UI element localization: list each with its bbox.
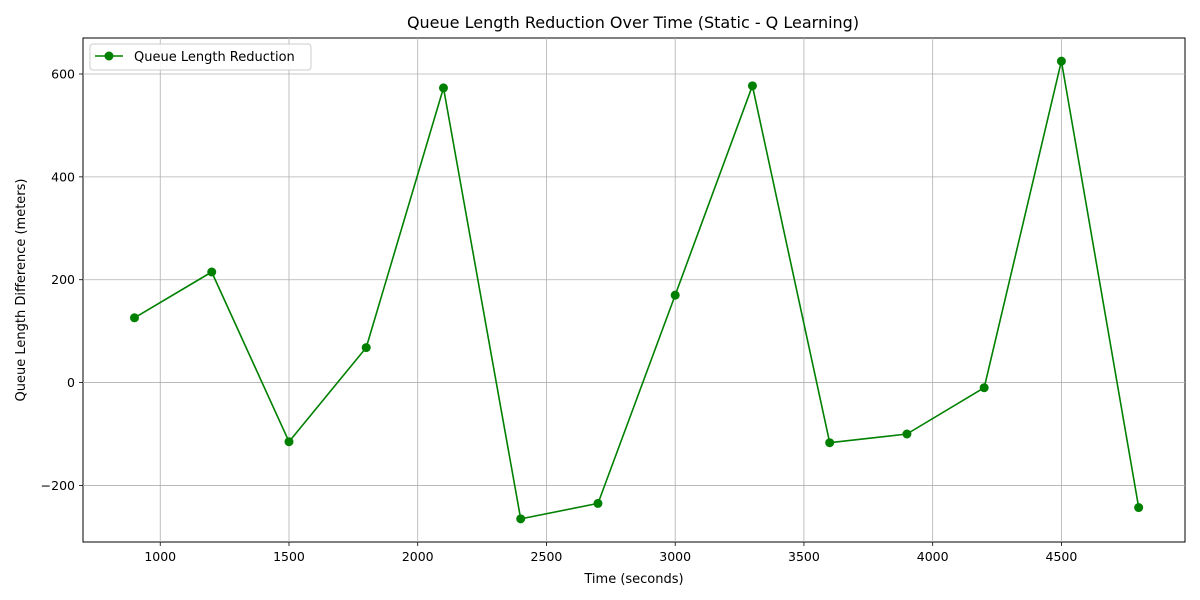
y-tick-label: 200 bbox=[51, 272, 75, 287]
data-point bbox=[979, 383, 989, 393]
legend-marker-swatch bbox=[104, 51, 114, 61]
x-tick-label: 3000 bbox=[659, 549, 691, 564]
legend-box bbox=[89, 43, 312, 71]
x-axis-label: Time (seconds) bbox=[583, 572, 683, 587]
series-layer bbox=[129, 56, 1144, 524]
data-point bbox=[516, 514, 526, 524]
series-line bbox=[134, 60, 1140, 520]
x-tick-label: 2500 bbox=[531, 549, 563, 564]
legend-entry-queue-length-reduction: Queue Length Reduction bbox=[134, 50, 295, 65]
x-tick-label: 1500 bbox=[273, 549, 305, 564]
data-point bbox=[747, 81, 757, 91]
x-tick-label: 3500 bbox=[788, 549, 820, 564]
y-tick-label: 600 bbox=[51, 67, 75, 82]
chart-title: Queue Length Reduction Over Time (Static… bbox=[407, 13, 859, 32]
data-point bbox=[284, 437, 294, 447]
grid bbox=[83, 38, 1185, 542]
data-point bbox=[593, 498, 603, 508]
y-axis-ticks: −200 0 200 400 600 bbox=[41, 67, 83, 493]
x-tick-label: 4500 bbox=[1046, 549, 1078, 564]
x-axis-ticks: 1000 1500 2000 2500 3000 3500 4000 4500 bbox=[144, 542, 1077, 564]
legend: Queue Length Reduction bbox=[89, 43, 312, 71]
data-point bbox=[207, 267, 217, 277]
y-tick-label: −200 bbox=[41, 478, 75, 493]
plot-area bbox=[82, 37, 1186, 543]
data-point bbox=[129, 313, 139, 323]
data-point bbox=[670, 290, 680, 300]
x-tick-label: 2000 bbox=[402, 549, 434, 564]
y-axis-label: Queue Length Difference (meters) bbox=[14, 179, 29, 402]
y-tick-label: 400 bbox=[51, 169, 75, 184]
x-tick-label: 1000 bbox=[144, 549, 176, 564]
data-point bbox=[825, 438, 835, 448]
y-tick-label: 0 bbox=[67, 375, 75, 390]
x-tick-label: 4000 bbox=[917, 549, 949, 564]
data-point bbox=[361, 343, 371, 353]
data-point bbox=[1134, 503, 1144, 513]
data-point bbox=[438, 83, 448, 93]
data-point bbox=[1056, 56, 1066, 66]
data-point bbox=[902, 429, 912, 439]
